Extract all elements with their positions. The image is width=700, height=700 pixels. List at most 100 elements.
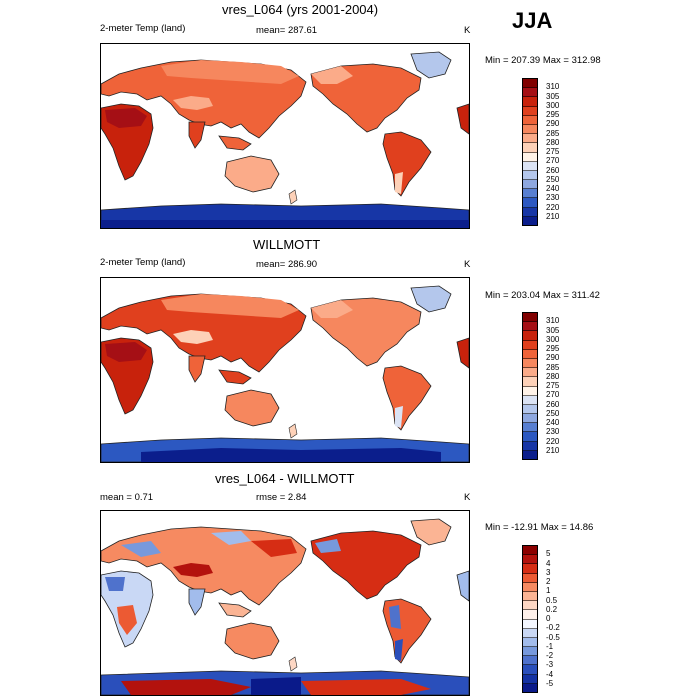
nz-landmass	[288, 189, 298, 205]
eurasia-warm-patch	[251, 539, 297, 557]
colorbar-segment	[523, 414, 537, 424]
colorbar-tick-label: 300	[546, 334, 560, 344]
colorbar-tick-label: 0.2	[546, 604, 558, 614]
antarctica-interior	[101, 220, 469, 228]
australia-landmass	[224, 155, 280, 193]
panel-2-units: K	[464, 259, 471, 270]
colorbar-segment	[523, 546, 537, 556]
patagonia-region	[395, 406, 403, 428]
colorbar-segment	[523, 216, 537, 225]
colorbar-segment	[523, 665, 537, 675]
colorbar-segment	[523, 601, 537, 611]
greenland-landmass	[410, 51, 452, 79]
colorbar-tick-label: -0.5	[546, 632, 560, 642]
colorbar-tick-label: -2	[546, 651, 554, 660]
patagonia-region	[395, 172, 403, 194]
colorbar-segment	[523, 450, 537, 459]
colorbar-segment	[523, 161, 537, 171]
colorbar-segment	[523, 656, 537, 666]
panel-3-mean-label: mean = 0.71	[100, 492, 154, 503]
greenland-landmass	[410, 285, 452, 313]
colorbar-tick-label: 275	[546, 147, 560, 156]
panel-1-colorbar	[522, 78, 538, 226]
colorbar-tick-label: 240	[546, 418, 560, 427]
colorbar-segment	[523, 340, 537, 350]
colorbar-segment	[523, 322, 537, 332]
colorbar-tick-label: 3	[546, 567, 551, 577]
colorbar-segment	[523, 647, 537, 657]
panel-3-minmax: Min = -12.91 Max = 14.86	[485, 522, 594, 533]
india-landmass	[188, 355, 206, 383]
panel-2-title: WILLMOTT	[253, 237, 321, 252]
india-landmass	[188, 588, 206, 616]
colorbar-tick-label: -4	[546, 669, 554, 679]
colorbar-tick-label: 220	[546, 436, 560, 446]
colorbar-tick-label: 280	[546, 137, 560, 147]
colorbar-tick-label: 295	[546, 344, 560, 353]
colorbar-segment	[523, 115, 537, 125]
panel-3-map	[100, 510, 470, 696]
na-cool-patch	[315, 539, 341, 553]
nz-landmass	[288, 423, 298, 439]
colorbar-segment	[523, 423, 537, 433]
colorbar-segment	[523, 404, 537, 415]
colorbar-tick-label: 2	[546, 577, 551, 586]
siberia-region	[161, 60, 299, 84]
sea-islands	[218, 135, 252, 151]
colorbar-segment	[523, 564, 537, 574]
australia-landmass	[224, 622, 280, 660]
africa-warm-patch	[117, 605, 137, 635]
west-africa-edge	[456, 103, 469, 135]
india-landmass	[188, 121, 206, 149]
colorbar-segment	[523, 124, 537, 135]
panel-3-units: K	[464, 492, 471, 503]
south-america-landmass	[382, 365, 432, 431]
colorbar-tick-label: 5	[546, 549, 551, 559]
colorbar-tick-label: 1	[546, 586, 551, 596]
alaska-region	[311, 66, 353, 84]
colorbar-segment	[523, 674, 537, 684]
africa-cool-patch	[105, 577, 125, 591]
colorbar-segment	[523, 441, 537, 451]
colorbar-segment	[523, 368, 537, 378]
colorbar-tick-label: 270	[546, 156, 560, 166]
colorbar-segment	[523, 683, 537, 692]
sea-islands	[218, 602, 252, 618]
panel-1-variable-label: 2-meter Temp (land)	[100, 23, 186, 34]
season-label: JJA	[512, 8, 553, 33]
panel-2-colorbar	[522, 312, 538, 460]
south-america-landmass	[382, 131, 432, 197]
sa-cool-patch	[389, 605, 401, 629]
colorbar-segment	[523, 198, 537, 208]
colorbar-tick-label: 230	[546, 193, 560, 203]
colorbar-segment	[523, 555, 537, 565]
colorbar-segment	[523, 377, 537, 387]
colorbar-segment	[523, 386, 537, 396]
colorbar-tick-label: 230	[546, 427, 560, 437]
colorbar-tick-label: 260	[546, 399, 560, 409]
colorbar-segment	[523, 143, 537, 153]
eurasia-cool-patch-2	[211, 531, 251, 545]
colorbar-segment	[523, 106, 537, 116]
colorbar-tick-label: 300	[546, 100, 560, 110]
colorbar-segment	[523, 180, 537, 190]
himalaya-region	[173, 330, 213, 344]
panel-3-rmse-label: rmse = 2.84	[256, 492, 307, 503]
antarctica-warm-patch	[121, 679, 251, 695]
colorbar-tick-label: -0.2	[546, 623, 560, 633]
colorbar-tick-label: 220	[546, 202, 560, 212]
colorbar-tick-label: -1	[546, 641, 554, 651]
colorbar-segment	[523, 358, 537, 369]
colorbar-segment	[523, 610, 537, 620]
colorbar-tick-label: 290	[546, 353, 560, 363]
colorbar-tick-label: 310	[546, 82, 560, 92]
colorbar-segment	[523, 432, 537, 442]
sahara-region	[105, 108, 147, 128]
colorbar-tick-label: -3	[546, 660, 554, 670]
colorbar-tick-label: 250	[546, 408, 560, 418]
colorbar-segment	[523, 591, 537, 602]
colorbar-tick-label: 305	[546, 91, 560, 101]
colorbar-segment	[523, 349, 537, 359]
panel-2-minmax: Min = 203.04 Max = 311.42	[485, 290, 600, 301]
colorbar-tick-label: 285	[546, 128, 560, 138]
